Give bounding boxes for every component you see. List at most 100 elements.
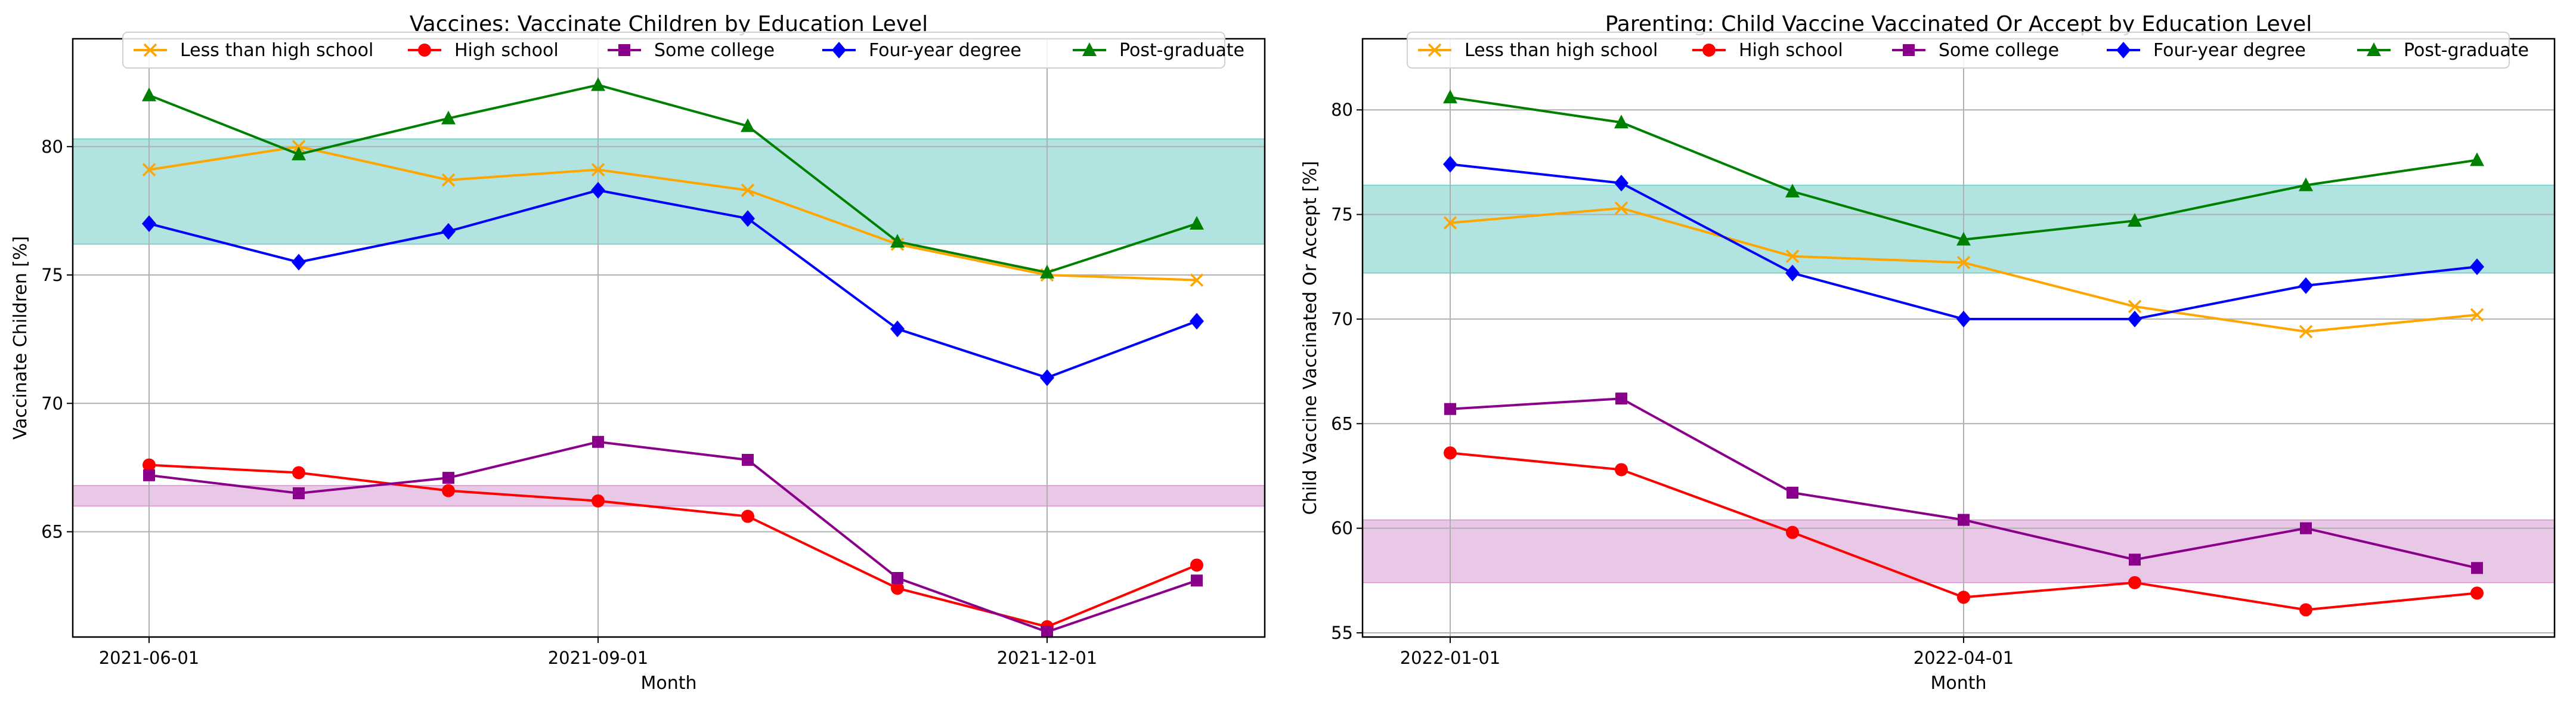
data-point-less-than-high-school <box>2470 308 2484 322</box>
legend-item-less-than-high-school: Less than high school <box>1418 40 1658 61</box>
data-point-high-school <box>741 509 754 523</box>
series-four-year-degree <box>142 181 1204 387</box>
y-axis-label: Vaccinate Children [%] <box>10 236 31 440</box>
x-axis-label: Month <box>1930 673 1986 694</box>
data-point-post-graduate <box>142 87 156 101</box>
series-high-school <box>1444 446 2484 617</box>
x-axis-label: Month <box>640 673 696 694</box>
data-point-four-year-degree <box>1040 369 1054 387</box>
legend-marker <box>618 44 630 56</box>
data-point-four-year-degree <box>1956 310 1971 327</box>
legend-item-four-year-degree: Four-year degree <box>822 40 1021 61</box>
data-point-high-school <box>1957 590 1970 604</box>
y-axis-label: Child Vaccine Vaccinated Or Accept [%] <box>1300 161 1321 515</box>
legend-label: Post-graduate <box>1119 40 1244 61</box>
data-point-some-college <box>2300 522 2312 534</box>
legend: Less than high school High school Some col… <box>122 32 1244 69</box>
y-tick-label: 80 <box>1331 100 1353 120</box>
data-point-four-year-degree <box>1785 264 1800 282</box>
shaded-band-2 <box>72 485 1265 507</box>
data-point-some-college <box>1041 626 1053 638</box>
data-point-high-school <box>2470 586 2484 600</box>
data-point-high-school <box>1444 446 1457 460</box>
series-line-post-graduate <box>148 84 1197 274</box>
data-point-post-graduate <box>1956 231 1971 246</box>
data-point-less-than-high-school <box>2128 299 2142 314</box>
legend-label: High school <box>1739 40 1843 61</box>
data-point-post-graduate <box>591 77 605 91</box>
y-tick-label: 70 <box>41 393 63 413</box>
data-point-some-college <box>442 472 454 484</box>
shaded-band-1 <box>72 138 1265 245</box>
data-point-four-year-degree <box>2299 277 2313 294</box>
series-line-some-college <box>148 440 1197 633</box>
legend-item-post-graduate: Post-graduate <box>2357 40 2529 61</box>
data-point-high-school <box>2128 576 2141 589</box>
data-point-four-year-degree <box>142 215 156 232</box>
y-tick-label: 75 <box>41 265 63 285</box>
data-point-post-graduate <box>2128 213 2142 227</box>
series-four-year-degree <box>1443 156 2484 327</box>
data-point-high-school <box>592 494 605 508</box>
data-point-post-graduate <box>441 110 456 125</box>
data-point-high-school <box>1786 525 1799 539</box>
chart-vaccinate-children: Vaccines: Vaccinate Children by Educatio… <box>10 12 1266 694</box>
x-tick-label: 2021-09-01 <box>548 648 649 668</box>
data-point-four-year-degree <box>591 181 605 199</box>
shaded-band-2 <box>1362 519 2555 583</box>
data-point-post-graduate <box>292 146 306 160</box>
data-point-post-graduate <box>1614 115 1628 129</box>
data-point-less-than-high-school <box>1614 201 1628 215</box>
legend-label: Post-graduate <box>2404 40 2529 61</box>
legend-marker <box>418 44 431 57</box>
data-point-some-college <box>143 469 155 481</box>
data-point-high-school <box>891 582 904 595</box>
x-tick-label: 2021-06-01 <box>99 648 200 668</box>
y-tick-label: 80 <box>41 137 63 157</box>
plot-area <box>1363 39 2555 637</box>
data-point-post-graduate <box>2299 177 2313 191</box>
data-point-some-college <box>2129 554 2141 566</box>
data-point-four-year-degree <box>1614 174 1628 191</box>
data-point-some-college <box>592 435 604 448</box>
y-tick-label: 65 <box>1331 413 1353 434</box>
data-point-some-college <box>1444 403 1456 415</box>
data-point-post-graduate <box>1443 89 1457 104</box>
shaded-band-1 <box>1362 184 2555 274</box>
legend-label: Some college <box>1939 40 2059 61</box>
data-point-four-year-degree <box>292 253 306 271</box>
legend-label: High school <box>454 40 559 61</box>
data-point-less-than-high-school <box>741 183 755 197</box>
series-less-than-high-school <box>1443 201 2484 339</box>
series-post-graduate <box>142 77 1204 279</box>
legend-item-some-college: Some college <box>1892 40 2059 61</box>
series-some-college <box>143 435 1203 638</box>
data-point-four-year-degree <box>2128 310 2142 327</box>
legend-marker <box>1428 43 1442 57</box>
y-tick-label: 70 <box>1331 309 1353 329</box>
data-point-post-graduate <box>1040 264 1054 279</box>
series-line-four-year-degree <box>148 188 1197 379</box>
data-point-less-than-high-school <box>441 173 456 187</box>
data-point-some-college <box>1615 392 1627 405</box>
data-point-four-year-degree <box>741 210 755 227</box>
series-line-high-school <box>148 463 1197 628</box>
chart-child-vaccine-accept: Parenting: Child Vaccine Vaccinated Or A… <box>1300 12 2556 694</box>
legend-item-high-school: High school <box>1692 40 1843 61</box>
legend-label: Less than high school <box>1465 40 1658 61</box>
legend-label: Four-year degree <box>2153 40 2306 61</box>
data-point-some-college <box>742 453 754 466</box>
data-point-post-graduate <box>741 118 755 132</box>
y-tick-label: 55 <box>1331 623 1353 643</box>
data-point-less-than-high-school <box>1190 273 1204 287</box>
data-point-some-college <box>293 487 305 499</box>
legend-marker <box>1903 44 1915 56</box>
x-tick-label: 2022-01-01 <box>1400 648 1501 668</box>
legend-marker <box>143 43 157 57</box>
legend-label: Less than high school <box>180 40 373 61</box>
data-point-some-college <box>1958 514 1970 526</box>
legend-marker <box>1082 42 1097 56</box>
plot-area <box>73 39 1265 637</box>
series-some-college <box>1444 392 2483 574</box>
